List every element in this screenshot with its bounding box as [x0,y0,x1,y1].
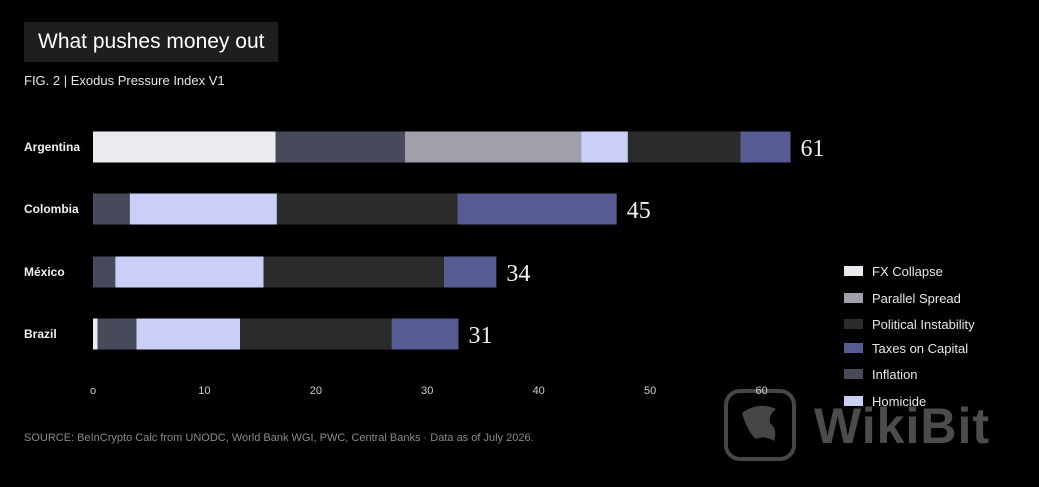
x-tick-label: 30 [421,385,433,397]
legend-label: Inflation [872,366,918,382]
legend-item-inflation: Inflation [844,365,918,383]
legend-item-political-instability: Political Instability [844,315,975,333]
legend-swatch [844,319,863,329]
category-label: Colombia [24,202,79,216]
total-value-label: 61 [801,136,825,162]
bar-segment-argentina-homicide [581,131,628,163]
bar-segment-colombia-taxes-on-capital [457,193,617,225]
legend-swatch [844,343,863,353]
x-tick-label: 50 [644,385,656,397]
legend-item-parallel-spread: Parallel Spread [844,289,961,307]
legend-item-homicide: Homicide [844,392,926,410]
bar-segment-argentina-political-instability [627,131,741,163]
chart-legend: FX Collapse Parallel Spread Political In… [844,262,1034,412]
source-note: SOURCE: BeInCrypto Calc from UNODC, Worl… [24,432,534,444]
legend-label: Homicide [872,393,927,409]
legend-label: FX Collapse [872,263,943,279]
x-tick-label: o [90,385,96,397]
bar-segment-colombia-political-instability [276,193,458,225]
bar-segment-m-xico-taxes-on-capital [444,256,497,288]
legend-item-taxes-on-capital: Taxes on Capital [844,339,968,357]
legend-label: Parallel Spread [872,290,961,306]
watermark: WikiBit [724,389,1024,465]
bar-segment-argentina-inflation [275,131,405,163]
bar-segment-m-xico-inflation [93,256,116,288]
total-value-label: 45 [627,198,651,224]
wikibit-logo-icon [724,389,796,461]
bar-segment-m-xico-political-instability [263,256,444,288]
bar-segment-colombia-inflation [93,193,130,225]
bar-segment-brazil-fx-collapse [93,318,98,350]
category-label: México [24,265,65,279]
chart-subtitle: FIG. 2 | Exodus Pressure Index V1 [24,73,225,88]
bar-segment-argentina-taxes-on-capital [740,131,791,163]
bar-segment-m-xico-homicide [115,256,264,288]
category-label: Argentina [24,140,80,154]
x-tick-label: 40 [533,385,545,397]
bar-segment-colombia-homicide [129,193,277,225]
bar-segment-brazil-homicide [136,318,241,350]
legend-swatch [844,266,863,276]
watermark-text: WikiBit [814,398,990,454]
total-value-label: 34 [506,261,530,287]
x-tick-label: 20 [310,385,322,397]
legend-item-fx-collapse: FX Collapse [844,262,943,280]
bar-segment-argentina-fx-collapse [93,131,276,163]
legend-swatch [844,293,863,303]
legend-label: Political Instability [872,316,975,332]
legend-swatch [844,369,863,379]
total-value-label: 31 [469,323,493,349]
bar-segment-brazil-inflation [97,318,137,350]
chart-title: What pushes money out [24,22,279,62]
bar-segment-brazil-political-instability [240,318,392,350]
bar-segment-argentina-parallel-spread [405,131,582,163]
x-tick-label: 60 [755,385,767,397]
category-label: Brazil [24,327,57,341]
x-tick-label: 10 [198,385,210,397]
bar-segment-brazil-taxes-on-capital [391,318,459,350]
legend-swatch [844,396,863,406]
legend-label: Taxes on Capital [872,340,969,356]
